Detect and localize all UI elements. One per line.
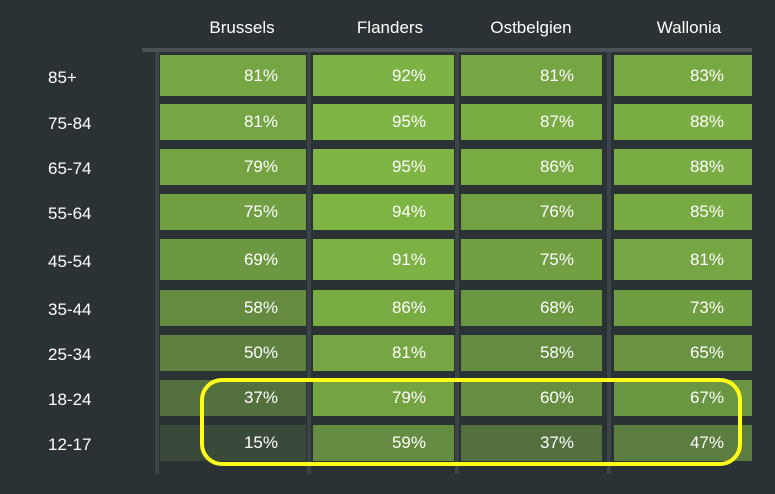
- heatmap-cell: 69%: [160, 239, 306, 280]
- heatmap-cell: 59%: [313, 425, 454, 461]
- row-label: 45-54: [48, 251, 92, 271]
- heatmap-cell: 50%: [160, 335, 306, 371]
- heatmap-cell: 75%: [461, 239, 602, 280]
- heatmap-cell: 88%: [614, 149, 752, 185]
- heatmap-cell: 79%: [160, 149, 306, 185]
- row-label: 75-84: [48, 114, 92, 133]
- heatmap-cell: 91%: [313, 239, 454, 280]
- heatmap-cell: 68%: [461, 290, 602, 326]
- row-label: 65-74: [48, 159, 92, 178]
- heatmap-cell: 15%: [160, 425, 306, 461]
- heatmap-cell: 76%: [461, 194, 602, 230]
- column-separator: [455, 52, 459, 474]
- column-header: Wallonia: [656, 18, 722, 37]
- heatmap-cell: 65%: [614, 335, 752, 371]
- column-separator: [307, 52, 311, 474]
- column-separator: [607, 52, 611, 474]
- row-label: 18-24: [48, 390, 92, 409]
- heatmap-cell: 60%: [461, 380, 602, 416]
- column-header: Brussels: [209, 18, 275, 37]
- heatmap-cell: 95%: [313, 149, 454, 185]
- heatmap-cell: 58%: [461, 335, 602, 371]
- heatmap-cell: 81%: [614, 239, 752, 280]
- heatmap-cell: 87%: [461, 104, 602, 140]
- column-separator: [155, 52, 159, 474]
- heatmap-cell: 75%: [160, 194, 306, 230]
- column-header: Flanders: [356, 18, 424, 37]
- heatmap-cell: 81%: [461, 55, 602, 96]
- heatmap-cell: 88%: [614, 104, 752, 140]
- heatmap-cell: 81%: [313, 335, 454, 371]
- heatmap-cell: 81%: [160, 104, 306, 140]
- heatmap-cell: 81%: [160, 55, 306, 96]
- heatmap-cell: 83%: [614, 55, 752, 96]
- heatmap-cell: 73%: [614, 290, 752, 326]
- heatmap-cell: 58%: [160, 290, 306, 326]
- row-label: 55-64: [48, 204, 92, 223]
- row-label: 12-17: [48, 435, 92, 454]
- heatmap-cell: 86%: [313, 290, 454, 326]
- heatmap-cell: 92%: [313, 55, 454, 96]
- heatmap-cell: 37%: [461, 425, 602, 461]
- heatmap-cell: 79%: [313, 380, 454, 416]
- row-label: 85+: [48, 67, 77, 87]
- row-label: 25-34: [48, 345, 92, 364]
- highlight-annotation: [200, 378, 742, 466]
- heatmap-cell: 94%: [313, 194, 454, 230]
- column-header: Ostbelgien: [490, 18, 572, 37]
- row-label: 35-44: [48, 300, 92, 319]
- header-divider: [142, 48, 752, 52]
- heatmap-cell: 95%: [313, 104, 454, 140]
- heatmap-cell: 86%: [461, 149, 602, 185]
- heatmap-cell: 85%: [614, 194, 752, 230]
- heatmap-cell: 37%: [160, 380, 306, 416]
